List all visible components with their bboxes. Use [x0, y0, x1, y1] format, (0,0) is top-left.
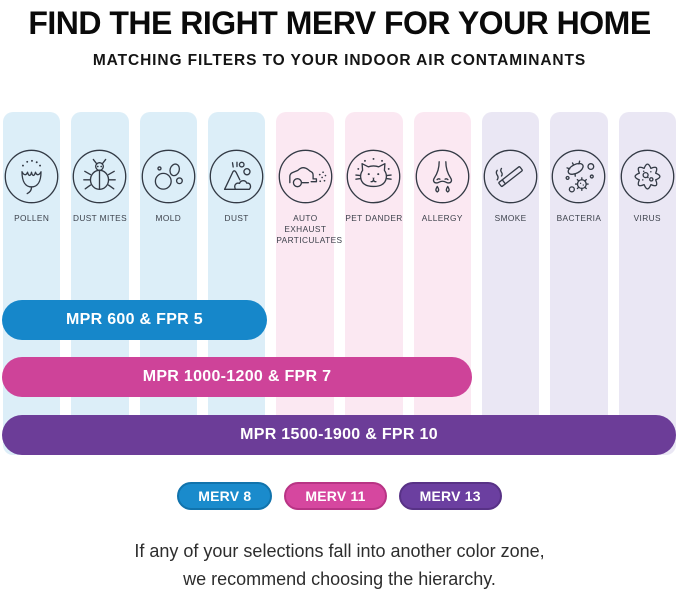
footer-note-line2: we recommend choosing the hierarchy. — [183, 569, 496, 589]
column-bacteria: BACTERIA — [550, 112, 608, 455]
allergy-icon — [414, 148, 471, 205]
column-label: PET DANDER — [345, 213, 403, 223]
column-label: VIRUS — [633, 213, 661, 223]
column-virus: VIRUS — [618, 112, 676, 455]
column-auto-exhaust: AUTO EXHAUST PARTICULATES — [276, 112, 343, 455]
column-allergy: ALLERGY — [413, 112, 471, 455]
column-label: ALLERGY — [421, 213, 463, 223]
auto-exhaust-icon — [277, 148, 334, 205]
merv-11-bar-label: MPR 1000-1200 & FPR 7 — [142, 368, 332, 385]
legend-merv-13: MERV 13 — [398, 482, 502, 510]
column-label: AUTO EXHAUST PARTICULATES — [276, 213, 343, 245]
contaminant-columns: POLLEN DUST MITES — [3, 112, 676, 455]
column-pet-dander: PET DANDER — [345, 112, 403, 455]
column-label: MOLD — [155, 213, 182, 223]
column-dust-mites: DUST MITES — [71, 112, 129, 455]
merv-8-bar-label: MPR 600 & FPR 5 — [66, 311, 203, 328]
page-subtitle: MATCHING FILTERS TO YOUR INDOOR AIR CONT… — [92, 52, 587, 69]
column-pollen: POLLEN — [3, 112, 61, 455]
merv-8-bar: MPR 600 & FPR 5 — [2, 300, 267, 340]
merv-legend: MERV 8 MERV 11 MERV 13 — [0, 482, 679, 510]
legend-merv-13-label: MERV 13 — [419, 488, 481, 504]
column-label: DUST MITES — [72, 213, 128, 223]
legend-merv-11: MERV 11 — [284, 482, 387, 510]
merv-11-bar: MPR 1000-1200 & FPR 7 — [2, 357, 472, 397]
bacteria-icon — [550, 148, 607, 205]
column-label: BACTERIA — [556, 213, 602, 223]
column-smoke: SMOKE — [481, 112, 540, 455]
mold-icon — [140, 148, 197, 205]
column-dust: DUST — [207, 112, 266, 455]
legend-merv-8-label: MERV 8 — [198, 488, 252, 504]
column-label: SMOKE — [494, 213, 527, 223]
pet-dander-icon — [345, 148, 402, 205]
column-label: DUST — [224, 213, 249, 223]
merv-13-bar: MPR 1500-1900 & FPR 10 — [2, 415, 676, 455]
legend-merv-8: MERV 8 — [177, 482, 273, 510]
column-label: POLLEN — [14, 213, 50, 223]
pollen-icon — [3, 148, 60, 205]
footer-note: If any of your selections fall into anot… — [0, 537, 679, 589]
dust-icon — [208, 148, 265, 205]
smoke-icon — [482, 148, 539, 205]
dust-mites-icon — [71, 148, 128, 205]
legend-merv-11-label: MERV 11 — [305, 488, 366, 504]
page-title: FIND THE RIGHT MERV FOR YOUR HOME — [28, 5, 651, 41]
footer-note-line1: If any of your selections fall into anot… — [134, 541, 545, 561]
column-mold: MOLD — [139, 112, 197, 455]
virus-icon — [619, 148, 676, 205]
merv-13-bar-label: MPR 1500-1900 & FPR 10 — [240, 426, 438, 443]
